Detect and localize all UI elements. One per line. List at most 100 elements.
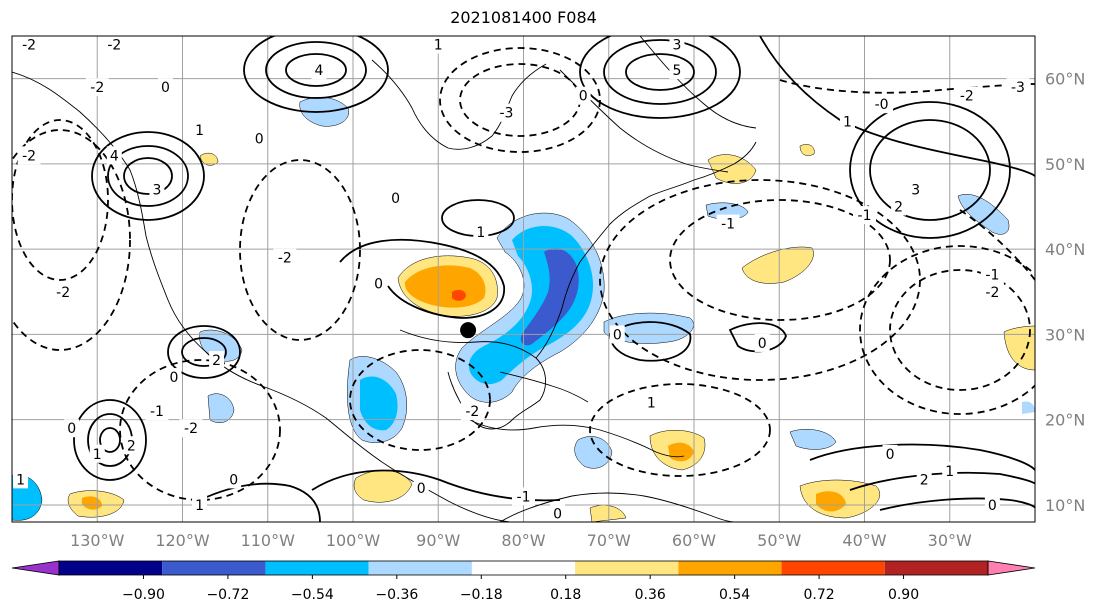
lon-tick-label: 30°W <box>928 531 972 550</box>
shade-positive-nw <box>199 152 219 166</box>
colorbar-bin <box>368 561 472 575</box>
lon-tick-label: 110°W <box>241 531 296 550</box>
map-title: 2021081400 F084 <box>450 8 597 27</box>
colorbar-under-arrow <box>11 560 60 576</box>
contour-low-ne-2 <box>439 47 601 153</box>
lat-tick-label: 30°N <box>1045 325 1085 344</box>
anomaly-shading <box>12 96 1035 522</box>
contour-label: 0 <box>988 498 997 514</box>
contour-label-bg <box>273 248 297 267</box>
colorbar-tick-label: 0.36 <box>635 587 666 603</box>
contour-high-north <box>265 41 367 99</box>
contour-low-west-2 <box>12 129 131 351</box>
coastline-hudson-bay <box>371 59 547 150</box>
contour-label-bg <box>980 265 1004 284</box>
contour-label-bg <box>192 495 208 514</box>
contour-low-pac-west <box>119 359 281 501</box>
contour-label: -1 <box>858 208 872 224</box>
shade-negative-east-atl <box>789 429 837 450</box>
contour-label: -0 <box>875 97 889 113</box>
lat-tick-label: 40°N <box>1045 240 1085 259</box>
shade-negative-atlantic-3 <box>957 194 1010 235</box>
contour-label-bg <box>908 180 924 199</box>
location-marker <box>460 322 477 339</box>
contour-label-bg <box>575 86 591 105</box>
contour-low-central <box>239 159 361 341</box>
contour-label-bg <box>984 495 1000 514</box>
contour-label-bg <box>17 36 41 54</box>
coastline-east-coast <box>535 141 757 359</box>
contour-label: -2 <box>465 404 479 420</box>
contour-label: 1 <box>945 464 954 480</box>
contour-label-bg <box>754 333 770 352</box>
contour-label-bg <box>157 78 173 97</box>
contour-label-bg <box>311 61 327 80</box>
contour-label-bg <box>891 197 907 216</box>
contour-high-east-2 <box>849 101 1011 239</box>
contour-sw-arc <box>199 482 321 522</box>
contour-label: 2 <box>127 438 136 454</box>
contour-se-one <box>849 471 1035 491</box>
lon-tick-label: 120°W <box>155 531 210 550</box>
contour-high-ne-2 <box>579 36 741 119</box>
contour-label: -2 <box>960 89 974 105</box>
contour-label-bg <box>473 223 489 242</box>
contour-label: 0 <box>417 481 426 497</box>
colorbar-frame <box>58 560 989 576</box>
contour-label-bg <box>371 274 387 293</box>
contour-label: 0 <box>391 191 400 207</box>
contour-label-bg <box>226 470 242 489</box>
contour-high-north-3 <box>285 53 347 87</box>
contour-label: 1 <box>93 447 102 463</box>
contour-label-bg <box>179 419 203 438</box>
contour-label: 1 <box>16 472 25 488</box>
colorbar: −0.90 −0.72 −0.54 −0.36 −0.18 0.18 0.36 0.54 0.7… <box>11 560 1036 603</box>
colorbar-bin <box>884 561 988 575</box>
contour-label-bg <box>145 402 169 421</box>
contour-label-bg <box>955 86 979 105</box>
contour-label: 0 <box>579 89 588 105</box>
coastline-greenland <box>639 36 757 129</box>
contour-label: 0 <box>886 447 895 463</box>
contour-caribbean-zero <box>609 321 692 362</box>
contour-label-bg <box>669 36 685 54</box>
contour-label: -2 <box>90 80 104 96</box>
contour-label-bg <box>85 78 109 97</box>
contour-label-bg <box>550 504 566 522</box>
colorbar-bin <box>678 561 782 575</box>
contour-label: -2 <box>278 251 292 267</box>
contour-label: 3 <box>911 182 920 198</box>
contour-high-ne-3 <box>625 53 695 91</box>
colorbar-bin <box>781 561 885 575</box>
colorbar-bin <box>575 561 679 575</box>
contour-label: -1 <box>517 489 531 505</box>
contour-label-bg <box>102 36 126 54</box>
colorbar-tick-label: −0.72 <box>206 587 249 603</box>
shade-negative-caribbean <box>574 436 613 469</box>
lon-tick-label: 100°W <box>326 531 381 550</box>
contour-ne-arc <box>759 36 1035 177</box>
coastline-caribbean <box>469 419 685 458</box>
contour-label: 1 <box>195 498 204 514</box>
contour-label-bg <box>17 146 41 165</box>
lon-tick-label: 130°W <box>70 531 125 550</box>
contour-label-bg <box>251 129 267 148</box>
shade-positive-atlantic-1 <box>741 246 814 284</box>
contour-label: 1 <box>476 225 485 241</box>
contour-label-bg <box>149 180 165 199</box>
contour-label: 5 <box>672 63 681 79</box>
lat-lon-grid <box>12 36 1035 522</box>
contour-low-east-2 <box>859 245 1035 415</box>
contour-label-bg <box>980 282 1004 301</box>
contour-atl-zero <box>728 322 787 353</box>
contour-low-mex <box>349 349 491 451</box>
lon-tick-label: 90°W <box>416 531 460 550</box>
contour-label-bg <box>609 325 625 344</box>
lon-tick-label: 50°W <box>757 531 801 550</box>
contour-low-carib <box>589 383 771 477</box>
coastline-cuba <box>499 371 589 403</box>
contour-label: 4 <box>110 148 119 164</box>
contour-label: 0 <box>170 370 179 386</box>
contour-label-bg <box>192 120 208 139</box>
